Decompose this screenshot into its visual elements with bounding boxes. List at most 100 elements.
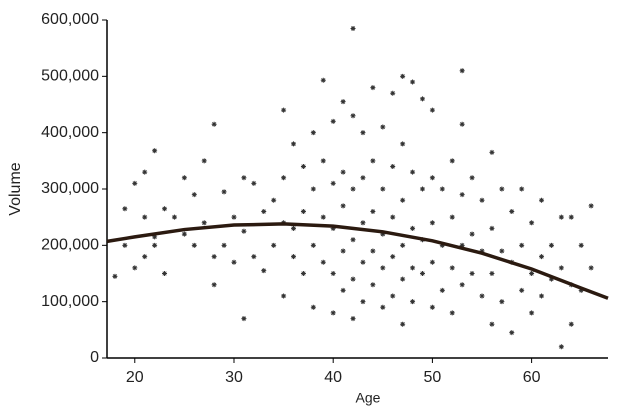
point xyxy=(162,206,168,212)
point xyxy=(459,282,465,288)
point xyxy=(370,158,376,164)
point xyxy=(459,121,465,127)
point xyxy=(330,310,336,316)
point xyxy=(499,248,505,254)
point xyxy=(271,242,277,248)
point xyxy=(578,287,584,293)
point xyxy=(390,293,396,299)
y-tick-label: 600,000 xyxy=(41,11,99,28)
point xyxy=(439,186,445,192)
point xyxy=(469,271,475,276)
point xyxy=(350,316,356,322)
point xyxy=(509,209,515,215)
point xyxy=(360,220,366,226)
point xyxy=(300,163,306,169)
point xyxy=(211,282,217,288)
point xyxy=(558,265,564,271)
point xyxy=(360,175,366,181)
point xyxy=(400,242,406,248)
point xyxy=(251,254,257,260)
point xyxy=(558,214,564,220)
point xyxy=(340,169,346,175)
point xyxy=(350,25,356,31)
point xyxy=(449,265,455,271)
point xyxy=(479,197,485,203)
y-tick-label: 200,000 xyxy=(41,237,99,254)
point xyxy=(360,259,366,265)
point xyxy=(340,248,346,254)
point xyxy=(380,265,386,271)
point xyxy=(419,96,425,102)
point xyxy=(310,130,316,136)
point xyxy=(241,228,247,234)
point xyxy=(519,186,525,192)
point xyxy=(380,304,386,310)
point xyxy=(330,225,336,231)
x-tick-label: 20 xyxy=(126,369,144,386)
point xyxy=(419,186,425,192)
point xyxy=(499,299,505,305)
point xyxy=(410,299,416,305)
point xyxy=(370,248,376,254)
point xyxy=(310,242,316,248)
point xyxy=(350,276,356,282)
point xyxy=(142,214,148,220)
point xyxy=(539,197,545,203)
point xyxy=(350,186,356,192)
point xyxy=(281,107,287,113)
point xyxy=(410,169,416,175)
point xyxy=(439,242,445,248)
point xyxy=(429,304,435,310)
point xyxy=(469,175,475,181)
point xyxy=(449,310,455,316)
point xyxy=(251,180,257,186)
point xyxy=(459,242,465,248)
point xyxy=(370,85,376,91)
point xyxy=(152,242,158,248)
point xyxy=(330,180,336,186)
point xyxy=(152,234,158,240)
point xyxy=(539,254,545,260)
point xyxy=(499,186,505,192)
point xyxy=(340,287,346,293)
point xyxy=(132,180,138,186)
point xyxy=(400,73,406,79)
point xyxy=(221,189,227,195)
y-tick-label: 400,000 xyxy=(41,124,99,141)
fit-curve xyxy=(106,222,609,300)
point xyxy=(291,225,297,231)
point xyxy=(410,79,416,85)
x-axis-label: Age xyxy=(356,390,381,406)
point xyxy=(380,231,386,237)
point xyxy=(350,113,356,119)
point xyxy=(410,225,416,231)
point xyxy=(231,259,237,265)
point xyxy=(261,209,267,215)
point xyxy=(241,175,247,181)
point xyxy=(429,259,435,265)
point xyxy=(489,321,495,327)
point xyxy=(489,149,495,155)
point xyxy=(548,242,554,248)
point xyxy=(459,68,465,74)
point xyxy=(241,316,247,322)
point xyxy=(439,287,445,293)
point xyxy=(261,268,267,274)
point xyxy=(320,158,326,164)
point xyxy=(171,214,177,220)
y-tick-label: 500,000 xyxy=(41,68,99,85)
x-tick-label: 30 xyxy=(225,369,243,386)
point xyxy=(191,192,197,198)
y-axis-label: Volume xyxy=(7,162,24,215)
point xyxy=(340,99,346,105)
point xyxy=(429,175,435,181)
point xyxy=(211,254,217,260)
point xyxy=(201,220,207,226)
point xyxy=(122,206,128,212)
point xyxy=(360,130,366,136)
x-tick-label: 60 xyxy=(523,369,541,386)
point xyxy=(370,282,376,288)
point xyxy=(558,344,564,350)
point xyxy=(429,220,435,226)
point xyxy=(320,77,326,83)
